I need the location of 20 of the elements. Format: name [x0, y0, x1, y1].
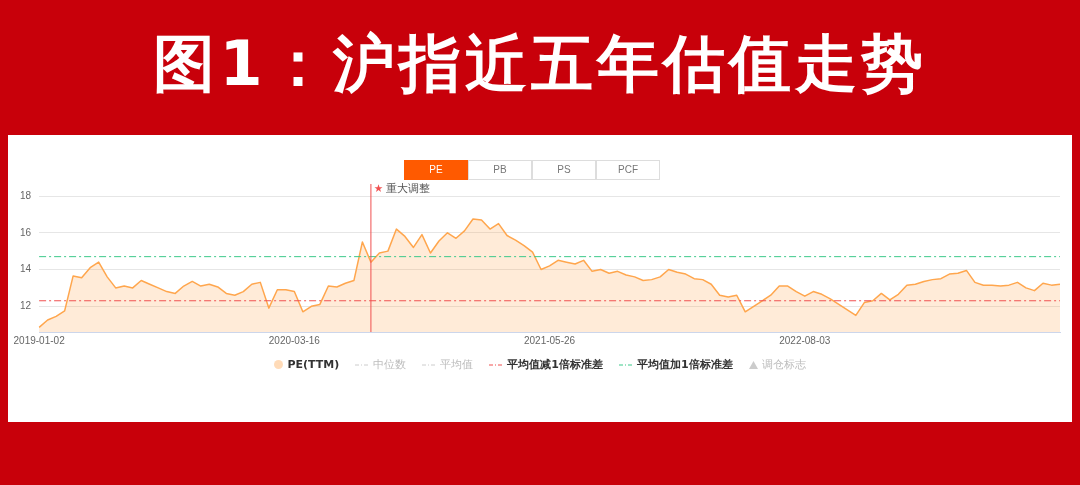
text: PS [532, 160, 596, 180]
x-tick-label: 2021-05-26 [523, 334, 576, 346]
text: PB [468, 160, 532, 180]
legend-label: 平均值减1倍标准差 [507, 357, 603, 372]
text: PCF [596, 160, 660, 180]
legend-label: PE(TTM) [287, 358, 340, 371]
y-tick-label: 12 [20, 300, 32, 312]
text: PE [404, 160, 468, 180]
x-tick-label: 2022-08-03 [779, 334, 831, 346]
legend-label: 平均值加1倍标准差 [636, 357, 733, 372]
x-tick-label: 2019-01-02 [13, 334, 66, 346]
text: 重大调整 [385, 181, 430, 196]
y-tick-label: 18 [20, 189, 32, 201]
y-tick-label: 16 [20, 226, 32, 238]
text: 调仓标志 [761, 357, 806, 372]
text: 中位数 [373, 357, 407, 372]
text: 平均值 [440, 357, 474, 372]
x-tick-label: 2020-03-16 [268, 334, 321, 346]
y-tick-label: 14 [20, 263, 32, 275]
chart-title: 图1：沪指近五年估值走势 [152, 26, 928, 102]
